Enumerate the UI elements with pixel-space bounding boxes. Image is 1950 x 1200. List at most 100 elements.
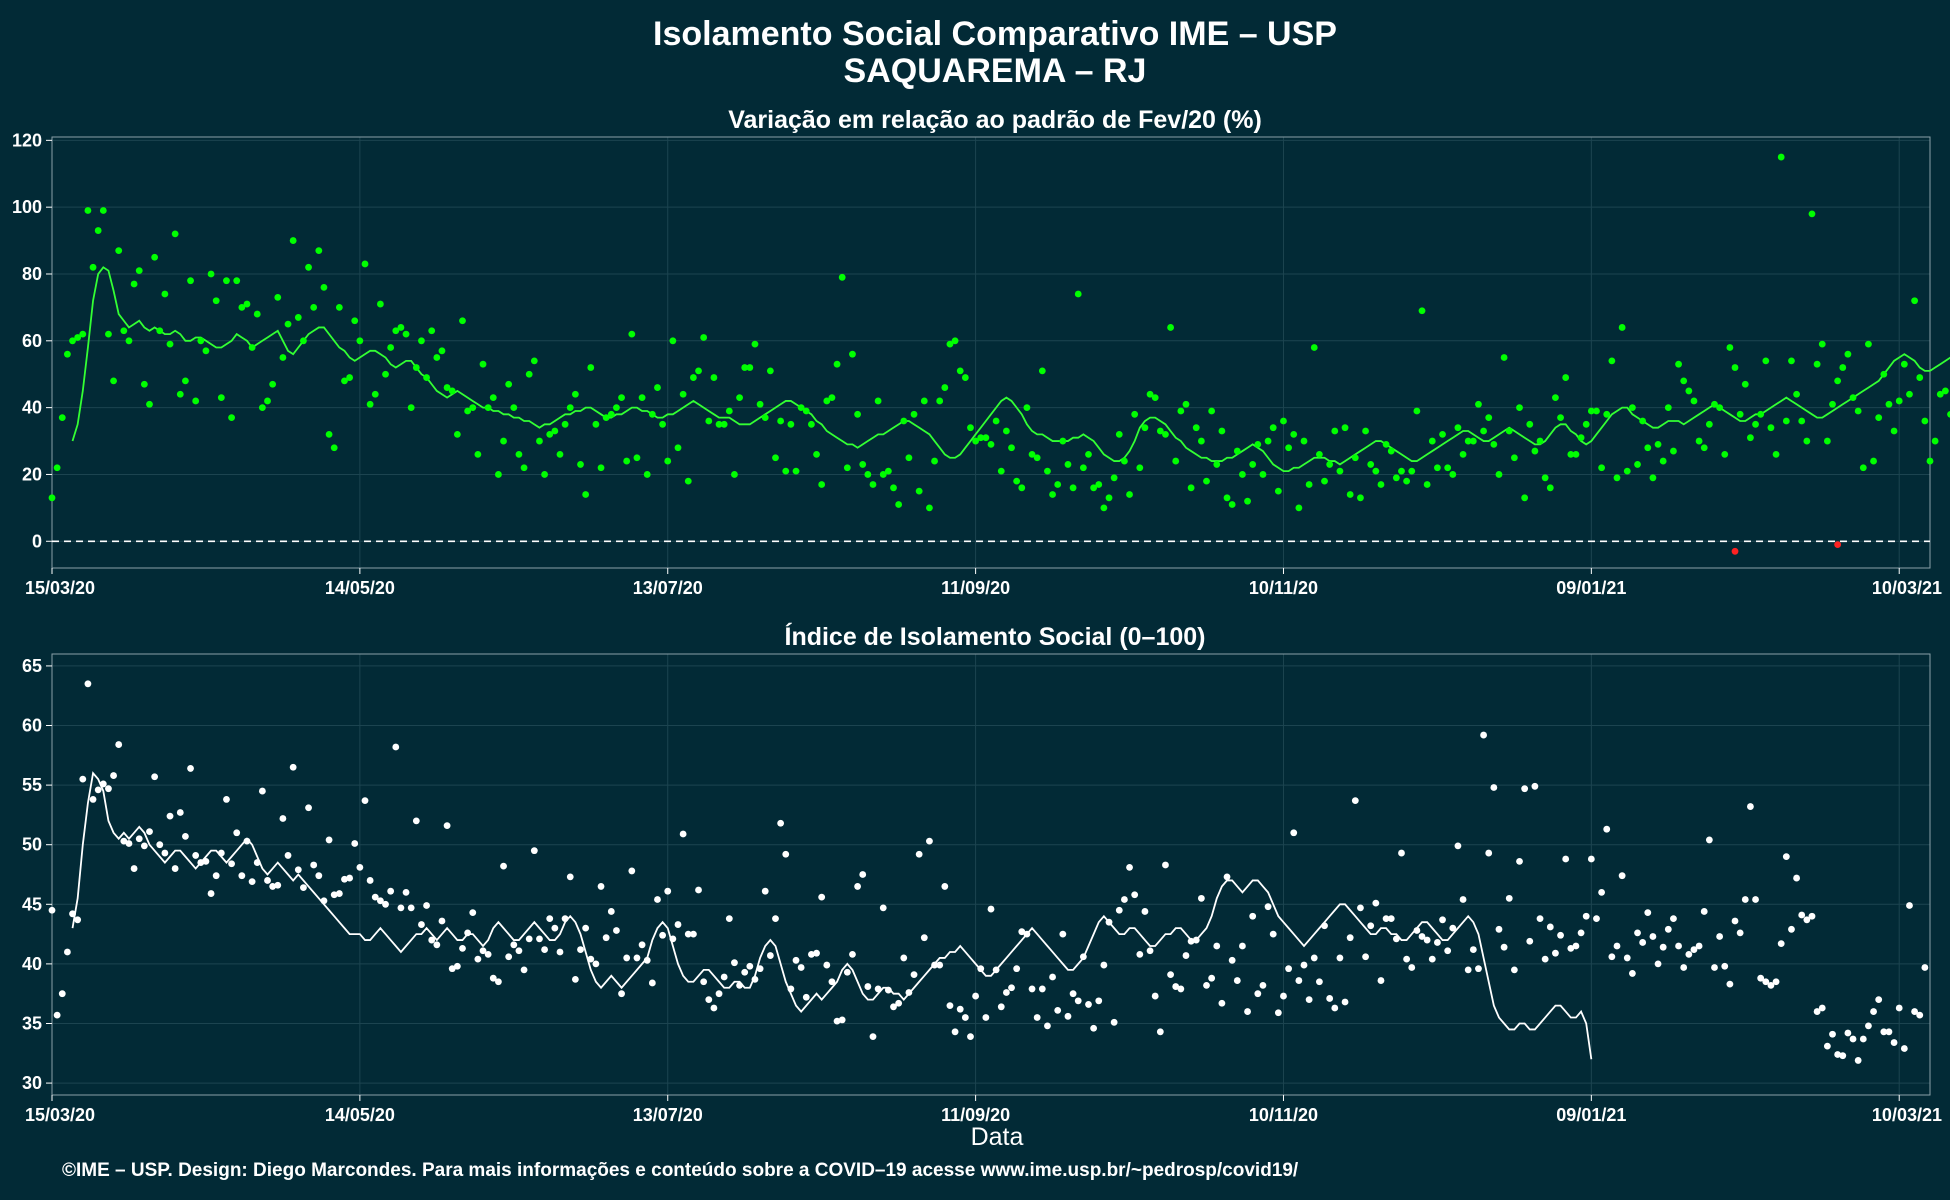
variation-data-point bbox=[330, 444, 338, 452]
variation-data-point bbox=[1521, 494, 1529, 502]
index-data-point bbox=[1326, 995, 1334, 1002]
index-data-point bbox=[1854, 1057, 1862, 1064]
variation-data-point bbox=[1141, 424, 1149, 432]
variation-data-point bbox=[1552, 394, 1559, 402]
variation-negative-point bbox=[1731, 547, 1739, 555]
variation-data-point bbox=[376, 300, 384, 308]
variation-data-point bbox=[689, 374, 697, 381]
index-data-point bbox=[376, 897, 384, 905]
index-data-point bbox=[571, 975, 579, 983]
index-data-point bbox=[772, 915, 779, 922]
variation-data-point bbox=[1392, 474, 1400, 482]
index-data-point bbox=[843, 968, 851, 976]
variation-data-point bbox=[351, 317, 359, 325]
variation-data-point bbox=[536, 437, 543, 445]
variation-data-point bbox=[828, 394, 836, 402]
variation-data-point bbox=[1639, 417, 1647, 425]
variation-data-point bbox=[1269, 424, 1277, 432]
index-data-point bbox=[1197, 894, 1205, 902]
variation-data-point bbox=[176, 390, 184, 398]
index-data-point bbox=[1423, 936, 1431, 944]
variation-data-point bbox=[110, 377, 117, 385]
index-data-point bbox=[1162, 861, 1169, 869]
index-data-point bbox=[1295, 977, 1303, 984]
variation-data-point bbox=[546, 430, 554, 438]
index-data-point bbox=[582, 924, 590, 932]
index-data-point bbox=[1639, 939, 1647, 946]
variation-data-point bbox=[412, 364, 420, 371]
variation-data-point bbox=[300, 337, 307, 345]
index-ytick-label: 35 bbox=[22, 1013, 42, 1033]
variation-data-point bbox=[1782, 417, 1790, 425]
index-data-point bbox=[1603, 825, 1611, 833]
index-data-point bbox=[1464, 966, 1472, 974]
variation-data-point bbox=[1064, 461, 1072, 468]
variation-data-point bbox=[207, 270, 215, 278]
variation-data-point bbox=[212, 297, 220, 305]
index-data-point bbox=[638, 941, 646, 949]
variation-data-point bbox=[1577, 434, 1585, 442]
index-data-point bbox=[1546, 923, 1554, 931]
index-data-point bbox=[1367, 922, 1375, 930]
index-data-point bbox=[1536, 915, 1544, 922]
index-data-point bbox=[310, 861, 318, 869]
index-data-point bbox=[643, 956, 651, 964]
variation-data-point bbox=[1808, 210, 1816, 218]
index-data-point bbox=[110, 772, 117, 779]
variation-data-point bbox=[484, 404, 492, 412]
index-data-point bbox=[1469, 946, 1477, 953]
variation-data-point bbox=[1449, 471, 1457, 478]
variation-data-point bbox=[418, 337, 425, 345]
variation-data-point bbox=[1890, 427, 1898, 435]
index-data-point bbox=[1280, 992, 1287, 1000]
index-data-point bbox=[1069, 990, 1077, 998]
variation-data-point bbox=[1885, 400, 1893, 408]
variation-data-point bbox=[202, 347, 210, 355]
variation-data-point bbox=[1685, 387, 1693, 395]
index-data-point bbox=[63, 948, 71, 956]
index-data-point bbox=[1100, 961, 1108, 969]
variation-data-point bbox=[679, 390, 687, 398]
index-data-point bbox=[228, 860, 235, 868]
variation-data-point bbox=[1146, 390, 1154, 398]
index-data-point bbox=[946, 1002, 954, 1010]
variation-data-point bbox=[1762, 357, 1770, 365]
variation-data-point bbox=[305, 263, 312, 271]
variation-data-point bbox=[869, 481, 877, 488]
variation-data-point bbox=[515, 451, 523, 458]
variation-data-point bbox=[1900, 360, 1908, 368]
index-data-point bbox=[1844, 1029, 1852, 1037]
variation-data-point bbox=[1495, 471, 1503, 478]
variation-data-point bbox=[1659, 457, 1667, 465]
variation-data-point bbox=[1531, 447, 1539, 455]
index-data-point bbox=[972, 992, 980, 1000]
index-data-point bbox=[838, 1016, 846, 1024]
variation-data-point bbox=[607, 410, 615, 418]
variation-data-point bbox=[1834, 377, 1842, 385]
variation-data-point bbox=[1947, 410, 1950, 418]
index-data-point bbox=[967, 1033, 974, 1040]
index-data-point bbox=[1598, 888, 1606, 896]
index-panel: Índice de Isolamento Social (0–100) 30 35… bbox=[22, 622, 1942, 1125]
variation-data-point bbox=[58, 414, 66, 422]
index-data-point bbox=[1510, 966, 1518, 974]
index-data-point bbox=[115, 741, 123, 748]
index-data-point bbox=[1916, 1011, 1924, 1019]
variation-data-point bbox=[1603, 410, 1611, 418]
variation-data-point bbox=[1423, 481, 1431, 488]
index-data-point bbox=[1911, 1008, 1919, 1015]
index-data-point bbox=[1208, 974, 1216, 982]
variation-data-point bbox=[397, 324, 405, 331]
index-data-point bbox=[510, 941, 518, 949]
index-data-point bbox=[315, 872, 323, 880]
variation-data-point bbox=[1274, 487, 1282, 495]
index-data-point bbox=[669, 935, 677, 943]
index-data-point bbox=[1859, 1035, 1867, 1043]
index-data-point bbox=[1018, 928, 1026, 936]
variation-data-point bbox=[1208, 407, 1216, 415]
variation-data-point bbox=[1793, 390, 1800, 398]
index-data-point bbox=[1357, 904, 1364, 912]
index-data-point bbox=[151, 773, 159, 781]
variation-data-point bbox=[1670, 447, 1677, 455]
